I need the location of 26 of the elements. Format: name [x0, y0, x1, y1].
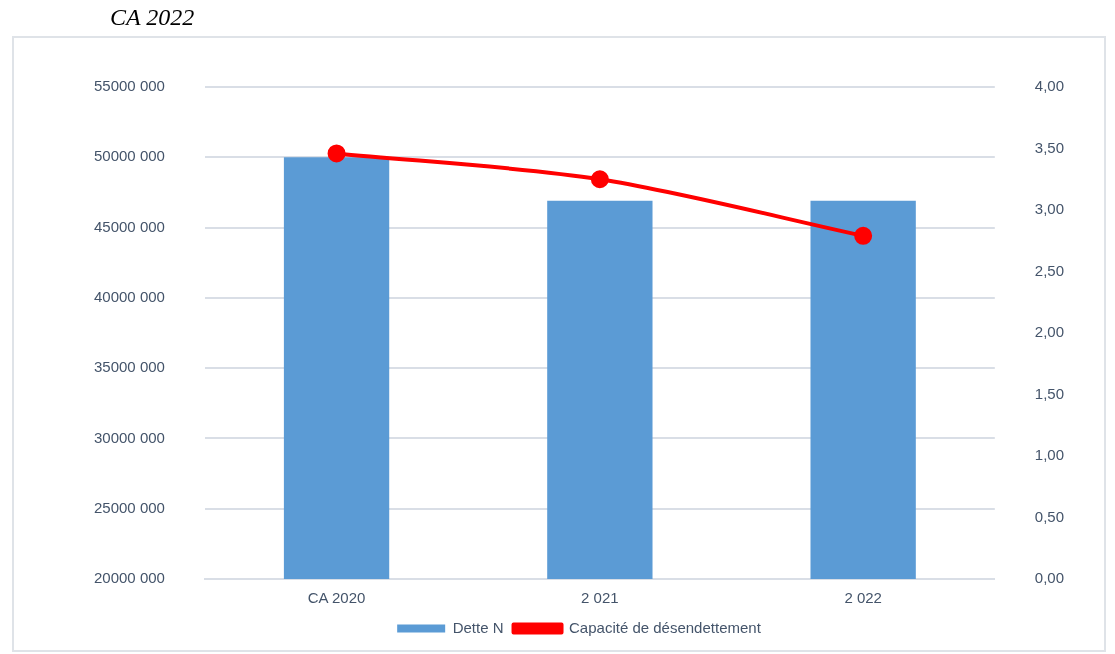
x-tick-label: 2 021 [581, 589, 619, 607]
y2-tick-label: 0,00 [1034, 569, 1065, 587]
y-tick-label: 20000 000 [94, 569, 165, 587]
y-tick-label: 50000 000 [94, 147, 165, 165]
legend-label: Capacité de désendettement [569, 618, 762, 636]
y2-tick-label: 0,50 [1034, 507, 1065, 525]
chart-title: CA 2022 [110, 4, 196, 30]
legend-label: Dette N [452, 618, 504, 636]
y2-tick-label: 3,50 [1034, 138, 1065, 156]
point [327, 144, 346, 163]
y-tick-label: 40000 000 [94, 288, 165, 305]
y2-tick-label: 1,00 [1034, 446, 1065, 464]
point [854, 226, 873, 245]
y2-tick-label: 4,00 [1034, 77, 1065, 95]
x-tick-label: CA 2020 [307, 589, 366, 607]
y-tick-label: 45000 000 [94, 217, 165, 235]
y-tick-label: 25000 000 [94, 498, 165, 516]
y2-tick-label: 1,50 [1034, 384, 1065, 402]
x-tick-label: 2 022 [844, 589, 882, 607]
point [590, 170, 609, 189]
y2-tick-label: 3,00 [1034, 200, 1065, 218]
y-tick-label: 30000 000 [94, 428, 165, 446]
y2-tick-label: 2,50 [1034, 261, 1065, 279]
y-tick-label: 35000 000 [94, 358, 165, 376]
y-tick-label: 55000 000 [94, 77, 165, 95]
y2-tick-label: 2,00 [1034, 323, 1065, 341]
